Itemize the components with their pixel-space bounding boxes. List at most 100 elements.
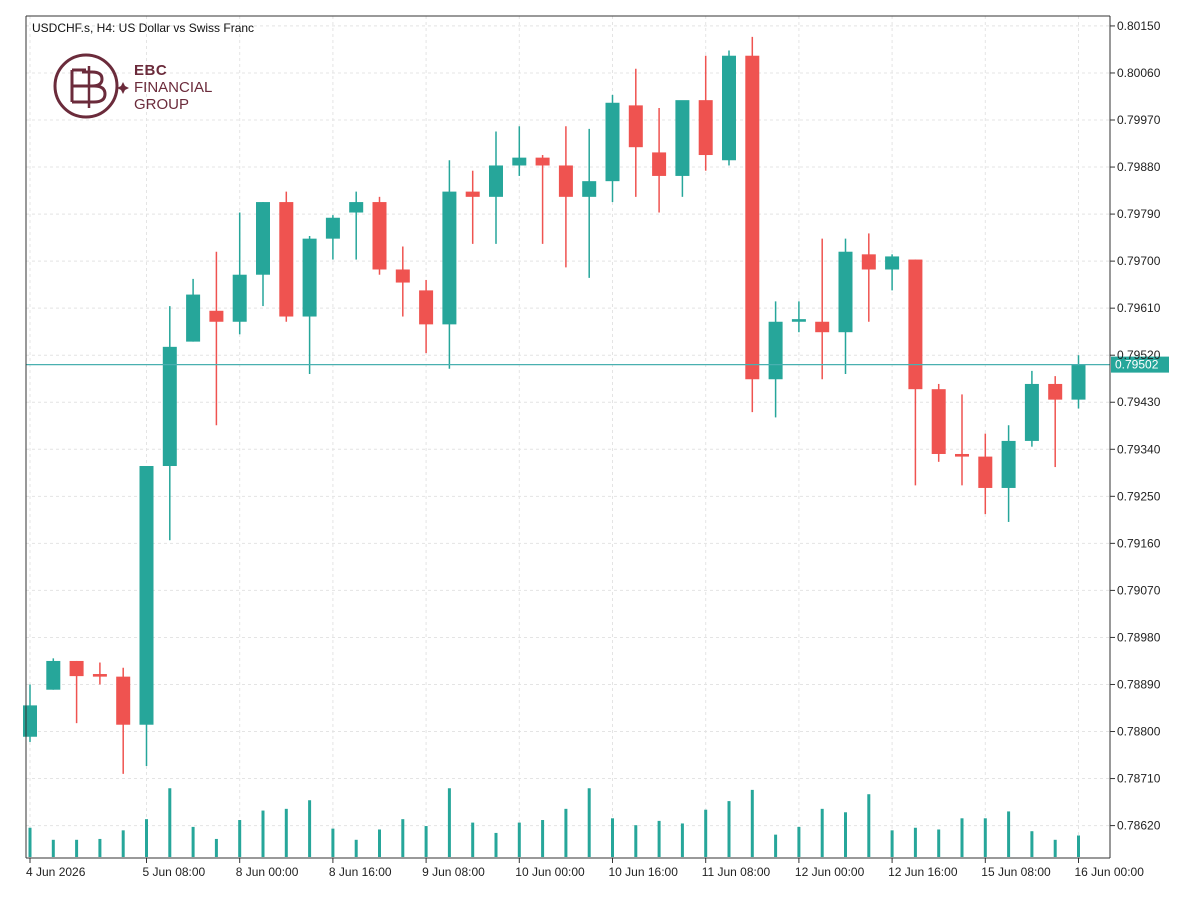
y-tick-label: 0.78710 (1117, 772, 1161, 786)
candle-body (442, 191, 457, 325)
bearish-candle (1048, 376, 1063, 468)
bearish-candle (815, 238, 830, 380)
bearish-candle (116, 667, 131, 774)
y-tick-label: 0.78620 (1117, 819, 1161, 833)
plot-area (26, 16, 1110, 858)
x-tick-label: 10 Jun 16:00 (609, 865, 679, 879)
grid-lines (26, 16, 1110, 858)
x-tick-label: 4 Jun 2026 (26, 865, 86, 879)
bullish-candle (46, 658, 61, 690)
bearish-candle (908, 259, 923, 486)
bullish-candle (302, 236, 317, 375)
candle-body (139, 466, 154, 725)
candle-body (582, 181, 597, 197)
candle-body (791, 319, 806, 322)
candle-body (1001, 440, 1016, 488)
candle-body (861, 254, 876, 270)
bearish-candle (955, 394, 969, 486)
candle-body (698, 100, 713, 156)
candle-body (838, 251, 853, 333)
candle-body (1048, 383, 1063, 400)
candle-body (605, 102, 620, 182)
candle-body (232, 274, 247, 322)
bearish-candle (698, 55, 713, 171)
bullish-candle (232, 212, 247, 335)
bullish-candle (838, 238, 853, 375)
candle-body (46, 660, 61, 690)
y-tick-label: 0.80150 (1117, 19, 1161, 33)
bullish-candle (675, 100, 690, 197)
candle-body (395, 269, 410, 283)
x-tick-label: 12 Jun 00:00 (795, 865, 865, 879)
candle-body (722, 55, 736, 161)
bearish-candle (652, 107, 667, 213)
y-tick-label: 0.79430 (1117, 395, 1161, 409)
bearish-candle (861, 233, 876, 322)
axes (25, 15, 1111, 859)
y-tick-label: 0.79520 (1117, 348, 1161, 362)
candle-body (931, 389, 946, 454)
candle-body (69, 660, 84, 677)
candle-body (256, 202, 270, 275)
bearish-candle (279, 191, 294, 322)
brand-line-2: FINANCIAL (134, 79, 213, 96)
y-tick-label: 0.78800 (1117, 725, 1161, 739)
bearish-candle (745, 36, 760, 413)
candle-body (908, 259, 923, 390)
bullish-candle (512, 126, 527, 176)
candle-body (186, 294, 201, 342)
x-axis-ticks: 4 Jun 2026 5 Jun 08:00 8 Jun 00:00 8 Jun 16… (26, 858, 1144, 879)
y-axis-ticks: 0.80150 0.80060 0.79970 0.79880 0.79790 0.797… (1110, 19, 1161, 833)
bullish-candle (605, 94, 620, 203)
candle-body (652, 152, 667, 176)
price-label: 0.79502 (1115, 358, 1159, 372)
y-tick-label: 0.79880 (1117, 160, 1161, 174)
x-tick-label: 11 Jun 08:00 (702, 865, 771, 879)
candle-body (209, 310, 224, 322)
bearish-candle (931, 383, 946, 462)
y-tick-label: 0.79700 (1117, 254, 1161, 268)
y-tick-label: 0.79610 (1117, 301, 1161, 315)
x-tick-label: 12 Jun 16:00 (888, 865, 958, 879)
candle-body (978, 456, 993, 488)
volume-bars (28, 788, 1080, 857)
candle-body (116, 676, 131, 725)
brand-line-1: EBC (134, 62, 168, 79)
bullish-candle (442, 160, 457, 369)
bullish-candle (1024, 370, 1039, 447)
bearish-candle (419, 279, 434, 354)
bearish-candle (628, 68, 643, 197)
candle-body (815, 321, 830, 333)
candle-body (628, 105, 643, 148)
y-tick-label: 0.79250 (1117, 489, 1161, 503)
x-tick-label: 16 Jun 00:00 (1075, 865, 1145, 879)
candle-body (325, 217, 340, 239)
candle-body (745, 55, 760, 380)
candle-body (23, 705, 37, 737)
candle-body (535, 157, 550, 166)
bearish-candle (558, 126, 573, 268)
y-tick-label: 0.79970 (1117, 113, 1161, 127)
candle-body (372, 202, 387, 270)
candle-body (885, 256, 900, 270)
x-tick-label: 15 Jun 08:00 (981, 865, 1051, 879)
bearish-candle (92, 662, 107, 685)
candle-body (512, 157, 527, 166)
bearish-candle (69, 660, 84, 724)
current-price-line: 0.79502 (26, 356, 1169, 373)
bullish-candle (885, 254, 900, 291)
x-tick-label: 8 Jun 00:00 (236, 865, 299, 879)
bullish-candle (186, 278, 201, 342)
candle-body (349, 202, 364, 213)
x-tick-label: 9 Jun 08:00 (422, 865, 485, 879)
bearish-candle (465, 170, 480, 244)
candle-body (465, 191, 480, 197)
y-tick-label: 0.79790 (1117, 207, 1161, 221)
bullish-candle (349, 191, 364, 260)
bullish-candle (1001, 425, 1016, 522)
bullish-candle (489, 131, 503, 244)
bullish-candle (325, 215, 340, 260)
y-tick-label: 0.79160 (1117, 536, 1161, 550)
